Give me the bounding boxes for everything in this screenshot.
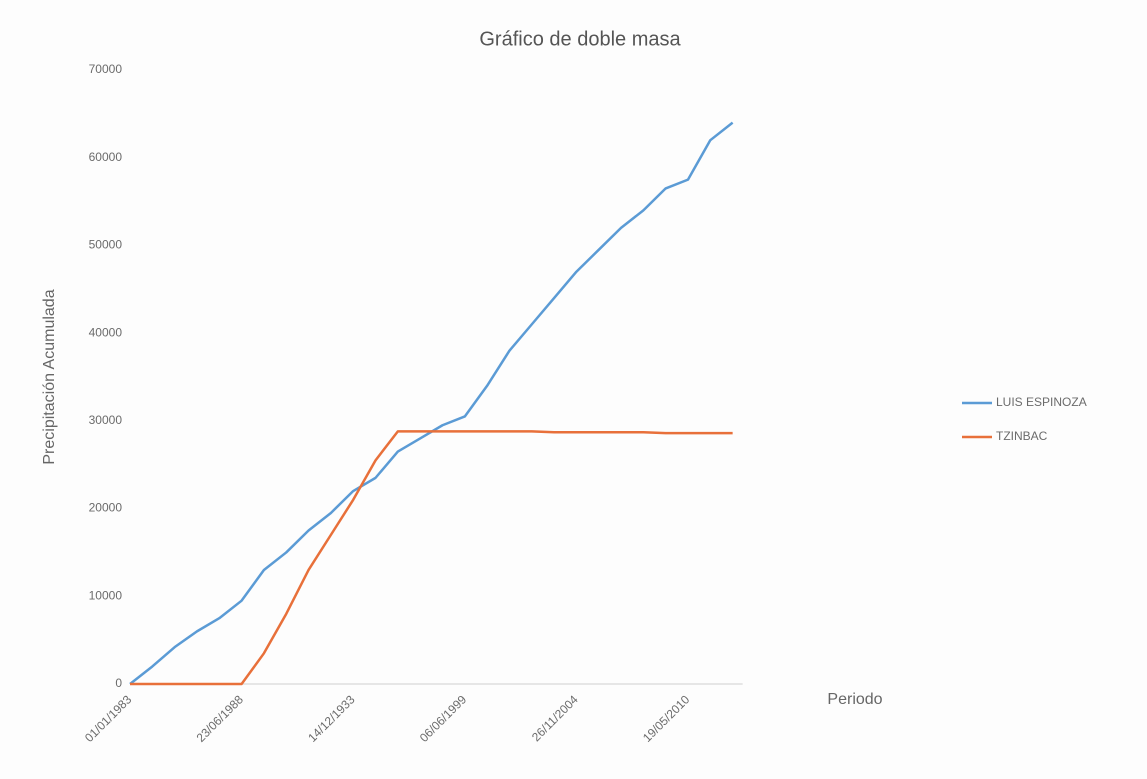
- y-tick-label: 10000: [89, 588, 123, 602]
- chart-title: Gráfico de doble masa: [479, 28, 681, 50]
- x-tick-label: 14/12/1933: [305, 692, 358, 745]
- y-axis-title: Precipitación Acumulada: [41, 289, 58, 464]
- x-tick-label: 01/01/1983: [82, 692, 135, 745]
- y-tick-label: 50000: [89, 238, 123, 252]
- y-tick-label: 20000: [89, 501, 123, 515]
- x-tick-label: 19/05/2010: [640, 692, 693, 745]
- series-line: [129, 121, 734, 685]
- legend-label: TZINBAC: [996, 429, 1048, 443]
- series-line: [130, 430, 733, 686]
- y-tick-label: 40000: [89, 325, 123, 339]
- y-tick-label: 30000: [89, 413, 123, 427]
- x-tick-label: 06/06/1999: [417, 692, 470, 745]
- y-tick-label: 0: [115, 676, 122, 690]
- x-axis-title: Periodo: [827, 691, 882, 708]
- y-tick-label: 70000: [89, 62, 123, 76]
- x-tick-label: 26/11/2004: [529, 692, 581, 744]
- legend-label: LUIS ESPINOZA: [996, 395, 1087, 409]
- x-tick-label: 23/06/1988: [194, 692, 247, 745]
- y-tick-label: 60000: [89, 150, 123, 164]
